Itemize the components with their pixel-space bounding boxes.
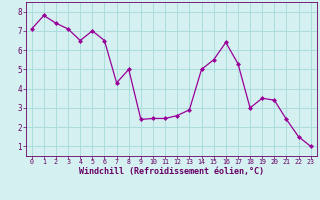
X-axis label: Windchill (Refroidissement éolien,°C): Windchill (Refroidissement éolien,°C) — [79, 167, 264, 176]
